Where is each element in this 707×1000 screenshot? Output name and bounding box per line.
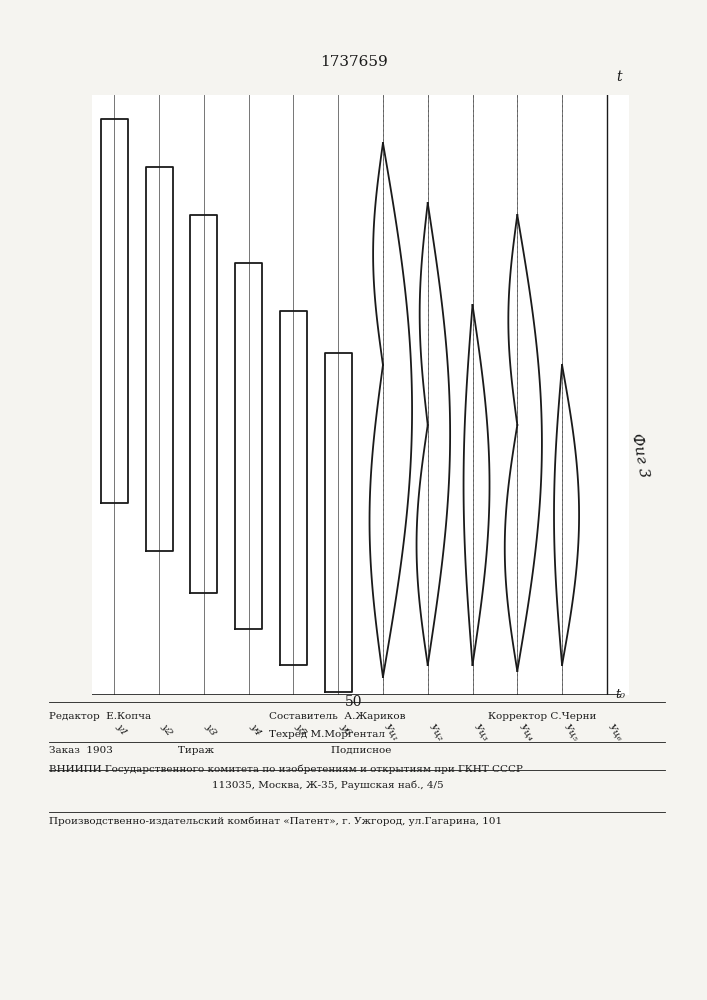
Text: Уц₅: Уц₅ xyxy=(562,722,580,743)
Text: y2: y2 xyxy=(159,722,174,737)
Text: 113035, Москва, Ж-35, Раушская наб., 4/5: 113035, Москва, Ж-35, Раушская наб., 4/5 xyxy=(212,780,444,790)
Text: y1: y1 xyxy=(115,722,129,737)
Text: Редактор  Е.Копча: Редактор Е.Копча xyxy=(49,712,151,721)
Text: y4: y4 xyxy=(249,722,263,737)
Text: Уц₃: Уц₃ xyxy=(472,722,491,743)
Text: 1737659: 1737659 xyxy=(320,55,387,69)
Text: t₀: t₀ xyxy=(616,688,626,702)
Text: Составитель  А.Жариков: Составитель А.Жариков xyxy=(269,712,405,721)
Text: Техред М.Моргентал: Техред М.Моргентал xyxy=(269,730,385,739)
Text: Корректор С.Черни: Корректор С.Черни xyxy=(488,712,596,721)
Text: Уц₂: Уц₂ xyxy=(428,722,446,743)
Text: Фиг 3: Фиг 3 xyxy=(629,432,650,478)
Text: t: t xyxy=(616,70,621,84)
Text: Уц₄: Уц₄ xyxy=(518,722,535,743)
Text: y6: y6 xyxy=(338,722,353,737)
Text: Заказ  1903                    Тираж                                    Подписно: Заказ 1903 Тираж Подписно xyxy=(49,746,392,755)
Text: y5: y5 xyxy=(293,722,308,737)
Text: Уц₁: Уц₁ xyxy=(383,722,401,743)
Text: y3: y3 xyxy=(204,722,218,737)
Text: Производственно-издательский комбинат «Патент», г. Ужгород, ул.Гагарина, 101: Производственно-издательский комбинат «П… xyxy=(49,816,503,826)
Text: Уц₆: Уц₆ xyxy=(607,722,625,743)
Text: 50: 50 xyxy=(345,695,362,709)
Text: ВНИИПИ Государственного комитета по изобретениям и открытиям при ГКНТ СССР: ВНИИПИ Государственного комитета по изоб… xyxy=(49,764,523,774)
